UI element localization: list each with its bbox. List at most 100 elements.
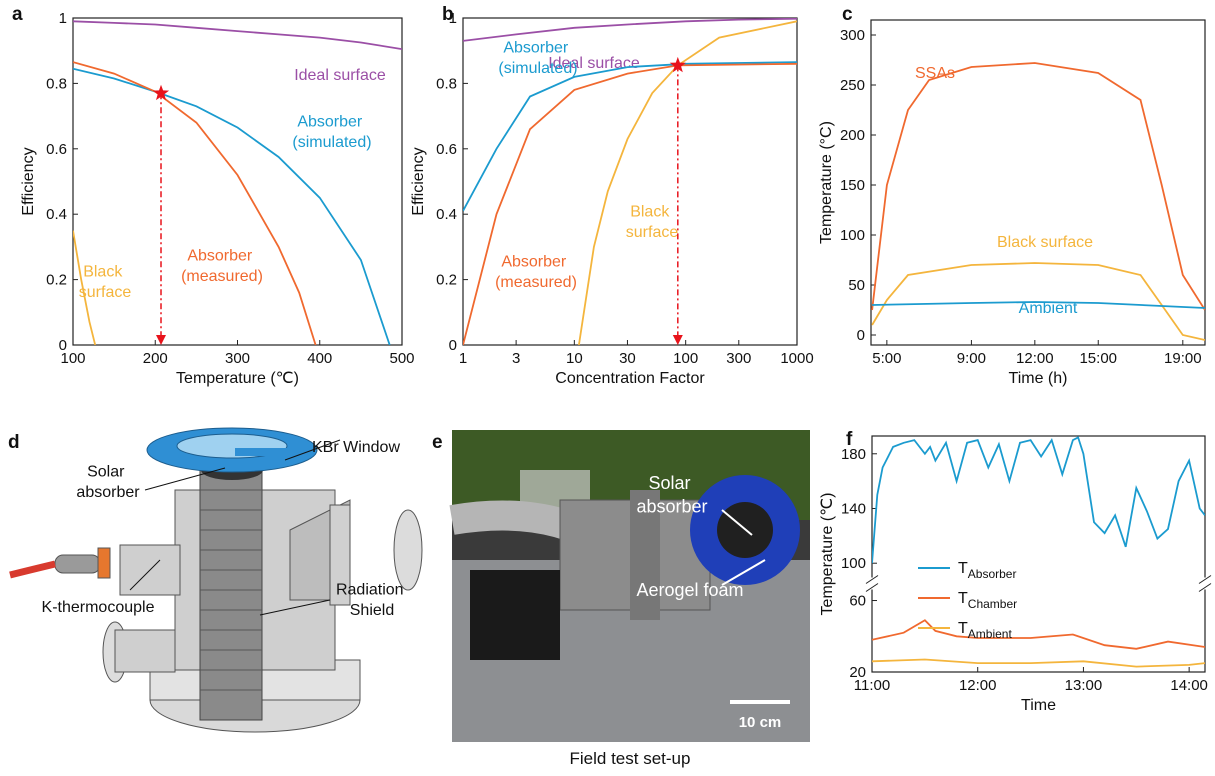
panel-label: b — [442, 4, 454, 25]
callout: Solar absorber — [636, 473, 707, 516]
x-tick-label: 10 — [566, 350, 583, 367]
series-line — [871, 62, 1205, 311]
y-tick-label: 0.8 — [436, 75, 457, 92]
series-line — [73, 230, 97, 345]
series-line — [872, 301, 1205, 309]
y-tick-label: 0.4 — [46, 206, 67, 223]
y-axis-label: Efficiency — [20, 147, 37, 215]
x-tick-label: 19:00 — [1164, 350, 1202, 367]
marker-star — [152, 84, 170, 101]
axis-break-mark — [865, 575, 879, 584]
plot-frame — [462, 17, 798, 346]
series-label: Black surface — [626, 203, 679, 241]
series-line — [463, 18, 797, 42]
callout: K-thermocouple — [42, 599, 155, 616]
x-axis-label: Concentration Factor — [555, 370, 705, 387]
series-label: Black surface — [79, 263, 132, 301]
y-tick-label: 0.6 — [436, 141, 457, 158]
marker-arrow — [672, 335, 683, 345]
x-tick-label: 5:00 — [872, 350, 901, 367]
axis-break-mark — [865, 583, 879, 592]
y-axis-label: Temperature (°C) — [818, 121, 835, 244]
y-tick-label: 0.2 — [436, 272, 457, 289]
panel-label: e — [432, 432, 443, 453]
callout: Aerogel foam — [636, 580, 743, 600]
x-tick-label: 300 — [726, 350, 751, 367]
scale-bar-label: 10 cm — [739, 714, 782, 731]
x-tick-label: 3 — [512, 350, 520, 367]
series-line — [73, 67, 391, 345]
series-line — [872, 619, 1205, 650]
axis-break-gap — [870, 577, 874, 590]
axis-break-gap — [1203, 577, 1207, 590]
x-axis-label: Time (h) — [1009, 370, 1068, 387]
x-tick-label: 12:00 — [959, 677, 997, 694]
chamber-drawing — [9, 427, 423, 733]
series-line — [463, 61, 797, 212]
panel-label: d — [8, 432, 20, 453]
x-tick-label: 15:00 — [1079, 350, 1117, 367]
y-tick-label: 0.2 — [46, 272, 67, 289]
x-tick-label: 12:00 — [1016, 350, 1054, 367]
series-label: Absorber (simulated) — [292, 113, 371, 151]
y-tick-label: 0 — [449, 337, 457, 354]
series-label: Absorber (measured) — [495, 253, 577, 291]
y-tick-label: 1 — [449, 10, 457, 27]
series-line — [872, 436, 1205, 564]
plot-frame — [870, 19, 1206, 346]
y-tick-label: 0 — [59, 337, 67, 354]
series-line — [872, 658, 1205, 668]
series-label: Ideal surface — [548, 55, 640, 72]
axis-break-mark — [1198, 575, 1212, 584]
series-label: Absorber (simulated) — [498, 39, 577, 77]
x-tick-label: 9:00 — [957, 350, 986, 367]
x-tick-label: 1 — [459, 350, 467, 367]
series-label: SSAs — [915, 65, 955, 82]
y-tick-label: 180 — [841, 446, 866, 463]
x-tick-label: 11:00 — [854, 677, 890, 694]
series-line — [578, 20, 797, 345]
field-photo — [449, 430, 810, 742]
panel-label: a — [12, 4, 23, 25]
y-tick-label: 60 — [849, 593, 866, 610]
y-tick-label: 1 — [59, 10, 67, 27]
y-tick-label: 0.8 — [46, 75, 67, 92]
legend-label: TChamber — [958, 590, 1017, 611]
y-tick-label: 200 — [840, 127, 865, 144]
y-tick-label: 140 — [841, 500, 866, 517]
y-axis-label: Efficiency — [410, 147, 427, 215]
series-label: Absorber (measured) — [181, 247, 263, 285]
series-line — [73, 20, 402, 50]
axis-break-mark — [1198, 583, 1212, 592]
x-tick-label: 1000 — [780, 350, 813, 367]
callout: KBr Window — [312, 439, 400, 456]
y-tick-label: 300 — [840, 27, 865, 44]
x-tick-label: 300 — [225, 350, 250, 367]
series-line — [871, 262, 1205, 341]
x-tick-label: 100 — [673, 350, 698, 367]
y-tick-label: 250 — [840, 77, 865, 94]
x-axis-label: Time — [1021, 697, 1056, 714]
panel-label: f — [846, 429, 853, 450]
x-tick-label: 400 — [307, 350, 332, 367]
y-tick-label: 0.6 — [46, 141, 67, 158]
marker-arrow — [156, 335, 167, 345]
legend-label: TAmbient — [958, 620, 1012, 641]
x-axis-label: Temperature (℃) — [176, 370, 299, 387]
x-tick-label: 100 — [60, 350, 85, 367]
x-tick-label: 14:00 — [1170, 677, 1208, 694]
series-label: Ideal surface — [294, 67, 386, 84]
legend-label: TAbsorber — [958, 560, 1016, 581]
series-line — [73, 61, 317, 345]
callout: Solar absorber — [76, 463, 140, 501]
y-tick-label: 20 — [849, 664, 866, 681]
panel-label: c — [842, 4, 853, 25]
marker-star — [669, 56, 686, 73]
y-tick-label: 100 — [840, 227, 865, 244]
series-label: Ambient — [1019, 300, 1078, 317]
callout: Radiation Shield — [336, 581, 408, 619]
x-tick-label: 500 — [389, 350, 414, 367]
caption: Field test set-up — [570, 749, 691, 768]
y-tick-label: 150 — [840, 177, 865, 194]
